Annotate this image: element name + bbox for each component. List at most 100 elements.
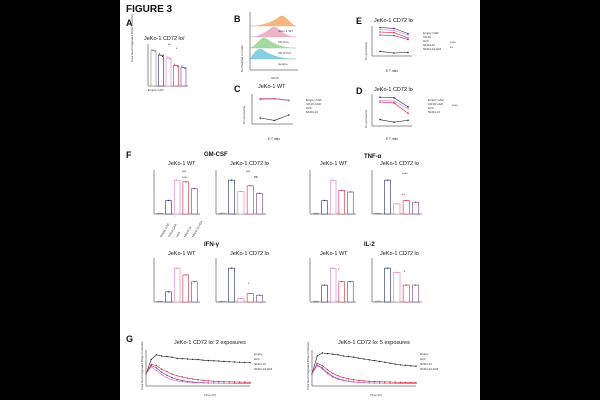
panel-d-point-1-0 [379, 96, 381, 98]
g-left-point-0-10 [197, 358, 199, 361]
g-right-point-1-13 [378, 381, 381, 383]
f-tnf-lo-title: JeKo-1 CD72 lo [380, 161, 419, 167]
g-right-point-0-16 [394, 363, 396, 365]
f-il2-lo-bar-4 [412, 284, 420, 303]
f-gm-lo-bar-4 [256, 193, 264, 215]
panel-d-point-2-2 [407, 107, 409, 110]
g-right-point-0-5 [337, 354, 339, 356]
f-il2-wt-point-1 [323, 284, 326, 286]
f-gm-wt-sig-1: *** [182, 170, 187, 174]
f-gm-wt-bar-4 [191, 188, 198, 215]
g-left-point-1-18 [238, 381, 241, 383]
g-left-point-3-5 [171, 379, 173, 381]
g-right-point-0-19 [410, 365, 412, 367]
panel-e-point-3-2 [407, 37, 409, 39]
g-left-legend-2: NbD4.13 [254, 362, 266, 366]
cytokine-gmcsf-title: GM-CSF [204, 152, 228, 158]
g-right-point-3-13 [378, 382, 381, 384]
panel-c-legend-3: NbD4.13 [306, 110, 318, 114]
panel-a-point-4-2 [184, 67, 186, 70]
g-left-point-3-4 [166, 376, 168, 379]
g-left-point-0-15 [223, 360, 225, 363]
g-right-point-3-7 [347, 380, 350, 383]
panel-d-point-3-0 [379, 101, 381, 103]
g-right-point-3-3 [326, 373, 329, 375]
g-left-point-0-9 [192, 358, 194, 361]
g-right-point-3-0 [311, 373, 313, 375]
panel-d-point-2-0 [379, 99, 381, 102]
f-il2-lo-point-3 [405, 284, 407, 286]
f-il2-lo-bar-2 [393, 272, 401, 303]
panel-a-sig-1: ** [168, 43, 171, 47]
g-right-point-0-20 [415, 365, 417, 367]
f-tnf-wt-bar-2 [329, 179, 337, 215]
g-left-point-0-18 [238, 361, 241, 363]
f-tnf-lo-sig-1: **** [402, 172, 408, 176]
g-right-ylabel: Total Red Integrated Object Intensity [306, 341, 310, 390]
f-gm-wt-bar-3 [182, 181, 189, 215]
g-right-point-0-11 [368, 359, 370, 361]
g-left-point-0-12 [207, 359, 210, 362]
panel-e-point-4-1 [393, 34, 395, 37]
f-tnf-wt-bar-4 [347, 191, 354, 215]
f-gm-wt-bar-2 [173, 179, 181, 215]
g-right-legend-3: NbD4.13-H24 [420, 367, 439, 371]
g-left-point-2-3 [160, 371, 163, 373]
g-left-point-0-19 [244, 361, 246, 364]
g-right-point-1-9 [358, 379, 360, 382]
g-left-legend-1: H24 [254, 357, 260, 361]
g-right-point-1-5 [337, 375, 339, 377]
panel-c-xlabel: E:T ratio [268, 137, 280, 141]
panel-e-point-4-0 [379, 34, 381, 36]
f-tnf-lo-point-0 [377, 212, 379, 215]
f-ifn-lo-bar-3 [246, 293, 254, 303]
g-right-point-1-18 [404, 381, 407, 384]
panel-a-sig-2: * [176, 47, 178, 51]
f-gm-lo-point-1 [230, 179, 233, 181]
g-left-point-3-6 [176, 380, 178, 382]
f-gm-lo-point-0 [221, 212, 223, 214]
g-right-point-3-14 [384, 382, 386, 384]
f-gm-wt-title: JeKo-1 WT [168, 161, 196, 167]
panel-a-point-3-0 [173, 63, 176, 65]
g-left-point-0-5 [171, 356, 173, 358]
panel-e-sig-2: ** [450, 46, 453, 50]
panel-e-legend-1: CD19 [423, 35, 431, 39]
f-ifn-lo-bar-4 [256, 294, 264, 303]
g-left-point-1-12 [207, 380, 210, 382]
g-right-point-1-1 [316, 362, 318, 364]
panel-d-line-chart [371, 94, 412, 127]
panel-c-legend-2: H24 [306, 106, 312, 110]
g-right-point-3-12 [373, 382, 376, 384]
f-ifn-wt-point-4 [193, 280, 196, 283]
f-ifn-lo-bar-1 [228, 267, 235, 303]
panel-b-xlabel: CD72 [271, 76, 279, 80]
g-left-point-0-3 [160, 355, 163, 357]
g-left-point-3-9 [192, 381, 194, 384]
f-tnf-wt-bar-1 [321, 200, 328, 215]
g-left-point-3-3 [160, 373, 163, 376]
g-right-point-0-9 [358, 357, 360, 359]
g-right-point-0-14 [384, 361, 386, 363]
f-ifn-wt-bar-3 [182, 274, 189, 303]
f-ifn-lo-point-2 [240, 297, 242, 300]
f-ifn-wt-point-1 [167, 291, 170, 293]
panel-label-g: G [126, 334, 134, 344]
g-left-point-3-14 [218, 382, 220, 384]
g-right-point-0-7 [347, 355, 350, 358]
panel-a-point-4-0 [181, 65, 183, 67]
panel-a-point-1-1 [160, 54, 162, 56]
panel-c-point-3-0 [259, 98, 261, 100]
panel-a-bar-1 [158, 54, 164, 87]
g-left-point-0-7 [181, 357, 184, 360]
g-left-point-1-7 [181, 376, 184, 378]
panel-c-point-0-2 [288, 114, 290, 116]
f-il2-wt-title: JeKo-1 WT [320, 251, 348, 257]
g-left-series-0 [145, 354, 251, 375]
panel-d-point-1-1 [393, 97, 395, 99]
g-left-point-2-7 [181, 379, 184, 382]
panel-c-ylabel: % cytotoxicity [242, 105, 246, 124]
g-left-point-3-1 [150, 366, 152, 368]
g-right-point-3-17 [399, 382, 402, 385]
f-tnf-lo-bar-1 [384, 179, 391, 215]
